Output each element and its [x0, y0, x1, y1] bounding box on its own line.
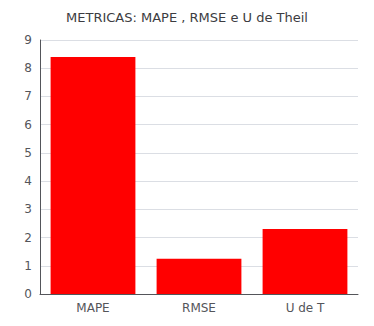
svg-text:8: 8 — [24, 61, 32, 75]
svg-text:0: 0 — [24, 287, 32, 301]
svg-text:9: 9 — [24, 33, 32, 47]
svg-text:4: 4 — [24, 174, 32, 188]
svg-text:7: 7 — [24, 89, 32, 103]
svg-text:5: 5 — [24, 146, 32, 160]
svg-text:2: 2 — [24, 231, 32, 245]
svg-text:1: 1 — [24, 259, 32, 273]
svg-text:6: 6 — [24, 118, 32, 132]
svg-text:RMSE: RMSE — [182, 301, 216, 315]
svg-text:3: 3 — [24, 202, 32, 216]
svg-text:METRICAS: MAPE , RMSE e U de T: METRICAS: MAPE , RMSE e U de Theil — [66, 10, 308, 25]
svg-text:U de T: U de T — [286, 301, 325, 315]
svg-text:MAPE: MAPE — [76, 301, 109, 315]
